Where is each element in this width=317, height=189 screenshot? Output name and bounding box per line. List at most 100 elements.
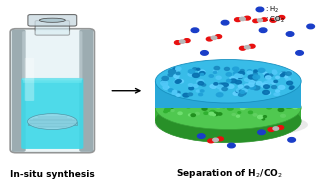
Circle shape <box>168 74 173 77</box>
Circle shape <box>249 81 255 85</box>
Circle shape <box>239 46 246 50</box>
Circle shape <box>242 93 246 95</box>
Circle shape <box>162 76 168 80</box>
Circle shape <box>172 104 176 106</box>
Circle shape <box>230 101 232 102</box>
Ellipse shape <box>28 114 77 129</box>
Circle shape <box>235 74 240 77</box>
Circle shape <box>173 68 178 70</box>
Circle shape <box>278 85 285 89</box>
Ellipse shape <box>155 86 301 129</box>
Circle shape <box>174 81 178 83</box>
Circle shape <box>213 71 217 73</box>
Circle shape <box>172 90 177 93</box>
Circle shape <box>293 106 297 109</box>
Circle shape <box>238 74 243 77</box>
Circle shape <box>266 76 271 79</box>
Circle shape <box>209 95 214 98</box>
Circle shape <box>188 84 193 86</box>
Circle shape <box>269 74 273 76</box>
Circle shape <box>239 102 243 105</box>
Circle shape <box>168 89 173 92</box>
Circle shape <box>217 106 220 108</box>
Circle shape <box>222 88 227 91</box>
Circle shape <box>218 83 223 86</box>
Circle shape <box>249 86 256 89</box>
Circle shape <box>256 7 264 12</box>
Circle shape <box>174 41 181 44</box>
Circle shape <box>263 116 266 117</box>
Circle shape <box>233 67 239 71</box>
Circle shape <box>216 93 223 97</box>
Circle shape <box>288 138 295 142</box>
Circle shape <box>265 75 269 78</box>
Circle shape <box>202 107 207 110</box>
Circle shape <box>213 114 215 116</box>
Circle shape <box>266 91 270 94</box>
Circle shape <box>163 86 169 89</box>
Circle shape <box>273 127 279 130</box>
Circle shape <box>262 118 265 120</box>
Circle shape <box>222 105 225 108</box>
Circle shape <box>247 71 252 74</box>
Circle shape <box>274 103 279 106</box>
Circle shape <box>200 90 204 92</box>
Circle shape <box>216 76 221 79</box>
Circle shape <box>244 78 250 81</box>
Circle shape <box>256 81 262 85</box>
Circle shape <box>208 105 210 106</box>
Circle shape <box>176 79 179 81</box>
Circle shape <box>215 99 219 101</box>
Circle shape <box>261 18 267 21</box>
Circle shape <box>233 72 239 75</box>
Circle shape <box>268 97 273 100</box>
Circle shape <box>189 114 192 116</box>
Circle shape <box>258 115 263 119</box>
Circle shape <box>263 97 268 100</box>
FancyBboxPatch shape <box>12 30 26 152</box>
Circle shape <box>214 67 220 70</box>
Circle shape <box>241 107 245 110</box>
Circle shape <box>221 83 225 86</box>
Circle shape <box>227 79 231 82</box>
Circle shape <box>287 81 293 85</box>
Circle shape <box>188 93 192 96</box>
Circle shape <box>240 70 244 72</box>
Circle shape <box>233 92 239 95</box>
Circle shape <box>170 95 174 98</box>
Circle shape <box>236 115 240 117</box>
Circle shape <box>161 81 168 85</box>
Circle shape <box>281 115 285 117</box>
FancyBboxPatch shape <box>22 31 82 80</box>
Circle shape <box>164 111 167 113</box>
FancyBboxPatch shape <box>28 15 77 26</box>
Circle shape <box>248 103 253 106</box>
Circle shape <box>196 90 200 92</box>
Circle shape <box>274 80 277 83</box>
Circle shape <box>248 75 255 79</box>
Circle shape <box>191 99 196 102</box>
Circle shape <box>176 91 180 94</box>
Circle shape <box>278 108 284 112</box>
Circle shape <box>245 86 249 88</box>
Circle shape <box>289 87 293 89</box>
Circle shape <box>188 70 195 73</box>
Circle shape <box>254 70 257 72</box>
Circle shape <box>215 35 222 38</box>
Circle shape <box>278 15 285 19</box>
Circle shape <box>244 97 247 99</box>
Circle shape <box>235 18 241 22</box>
Circle shape <box>281 72 286 75</box>
Circle shape <box>218 113 222 115</box>
Circle shape <box>259 28 267 33</box>
FancyBboxPatch shape <box>21 78 83 149</box>
Circle shape <box>276 90 280 92</box>
Circle shape <box>238 93 243 96</box>
Circle shape <box>188 72 194 76</box>
Circle shape <box>176 67 181 70</box>
Circle shape <box>164 86 168 89</box>
Circle shape <box>178 112 182 115</box>
FancyBboxPatch shape <box>35 21 69 35</box>
Circle shape <box>162 83 167 86</box>
Circle shape <box>221 20 229 25</box>
